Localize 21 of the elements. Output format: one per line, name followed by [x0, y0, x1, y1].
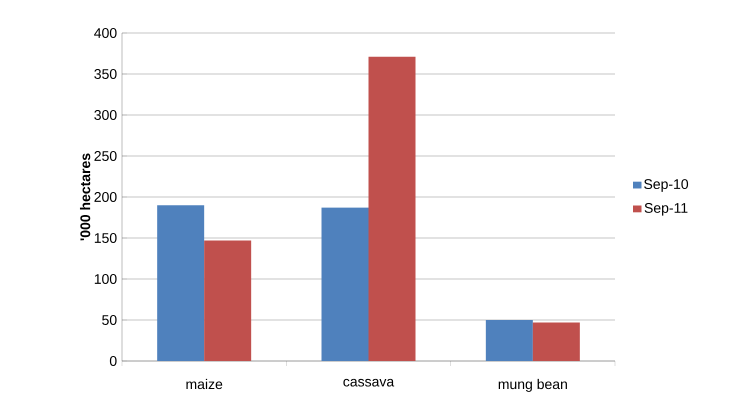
- y-axis-title: '000 hectares: [80, 154, 90, 240]
- y-tick-label: 400: [94, 28, 117, 38]
- y-tick-label: 100: [94, 274, 117, 284]
- x-tick-label: maize: [186, 378, 222, 390]
- y-tick-label: 250: [94, 151, 117, 161]
- bar: [368, 56, 416, 361]
- y-tick-label: 200: [94, 192, 117, 202]
- x-tick-label: mung bean: [498, 378, 567, 392]
- legend-label: Sep-10: [644, 179, 688, 192]
- bar: [204, 240, 252, 361]
- legend-label: Sep-11: [644, 202, 688, 216]
- x-tick-label: cassava: [343, 378, 394, 387]
- bar: [532, 322, 580, 361]
- y-tick-label: 150: [94, 233, 117, 243]
- y-tick-label: 50: [102, 315, 117, 325]
- bar: [322, 208, 369, 361]
- bar: [157, 205, 204, 361]
- y-tick-label: 350: [94, 69, 117, 79]
- bar: [486, 320, 533, 361]
- y-tick-label: 300: [94, 110, 117, 120]
- y-tick-label: 0: [110, 356, 117, 366]
